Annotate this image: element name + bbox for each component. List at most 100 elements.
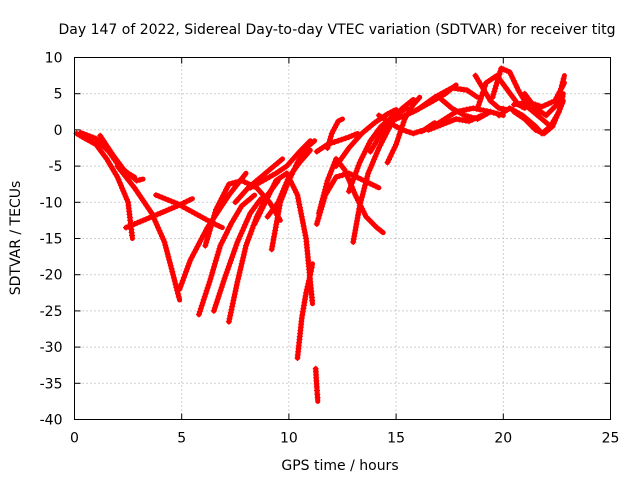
data-point-marker [206, 227, 213, 234]
data-point-marker [188, 254, 195, 261]
data-point-marker [299, 216, 306, 223]
data-point-marker [235, 272, 242, 279]
y-tick-label: -10 [40, 195, 63, 211]
data-point-marker [294, 192, 301, 199]
data-point-marker [231, 291, 238, 298]
data-point-marker [322, 183, 329, 190]
data-point-marker [169, 268, 176, 275]
data-point-marker [553, 101, 560, 108]
data-point-marker [211, 263, 217, 270]
data-point-marker [351, 230, 358, 237]
data-point-marker [513, 84, 520, 91]
data-point-marker [300, 223, 307, 230]
data-point-marker [277, 199, 284, 206]
data-point-marker [171, 278, 178, 284]
data-point-marker [291, 186, 298, 193]
data-point-marker [143, 216, 149, 223]
data-point-marker [225, 226, 232, 233]
data-point-marker [362, 182, 369, 189]
data-point-marker [263, 196, 270, 203]
y-tick-label: -5 [49, 159, 63, 175]
data-point-marker [413, 129, 420, 136]
data-point-marker [232, 288, 239, 295]
data-point-marker [308, 268, 315, 275]
data-point-marker [246, 234, 253, 241]
data-point-marker [403, 128, 410, 135]
data-point-marker [273, 221, 280, 228]
data-point-marker [226, 315, 233, 322]
data-point-marker [492, 85, 499, 92]
data-point-marker [218, 284, 225, 291]
data-point-marker [359, 194, 365, 200]
data-point-marker [240, 224, 247, 231]
data-point-marker [238, 260, 245, 267]
data-point-marker [296, 204, 303, 211]
data-point-marker [306, 274, 313, 281]
data-point-marker [374, 147, 381, 154]
data-point-marker [293, 189, 300, 196]
data-point-marker [301, 226, 308, 233]
data-point-marker [332, 124, 338, 131]
data-point-marker [320, 192, 327, 199]
data-point-marker [164, 251, 171, 257]
data-point-marker [86, 133, 93, 140]
data-point-marker [498, 65, 505, 72]
series-group [73, 65, 567, 404]
data-point-marker [185, 263, 192, 269]
data-point-marker [220, 278, 227, 285]
data-point-marker [298, 210, 305, 217]
data-point-marker [156, 193, 162, 200]
data-point-marker [150, 213, 156, 220]
data-point-marker [341, 166, 348, 173]
data-point-marker [233, 242, 240, 249]
data-point-marker [276, 205, 283, 212]
data-point-marker [474, 105, 481, 112]
data-point-marker [246, 213, 252, 220]
data-point-marker [205, 230, 212, 237]
series-line [114, 163, 183, 303]
data-point-marker [559, 100, 566, 107]
series-line [511, 98, 566, 136]
data-point-marker [156, 227, 163, 234]
data-point-marker [489, 94, 496, 101]
data-point-marker [271, 233, 277, 240]
data-point-marker [361, 211, 368, 218]
x-tick-label: 0 [70, 431, 79, 447]
data-point-marker [179, 277, 186, 284]
data-point-marker [298, 213, 305, 220]
data-point-marker [230, 251, 237, 258]
data-point-marker [197, 305, 204, 312]
data-point-marker [176, 286, 183, 293]
data-point-marker [136, 176, 143, 183]
series-arc-13 [247, 138, 313, 191]
data-point-marker [262, 199, 269, 206]
data-point-marker [511, 78, 517, 84]
data-point-marker [496, 71, 503, 78]
data-point-marker [363, 176, 370, 183]
data-point-marker [244, 216, 251, 222]
data-point-marker [356, 202, 363, 209]
series-arc-18 [312, 365, 321, 404]
data-point-marker [219, 281, 226, 288]
data-point-marker [327, 136, 334, 143]
data-point-marker [168, 198, 175, 205]
data-point-marker [325, 142, 332, 149]
data-point-marker [123, 224, 129, 231]
data-point-marker [377, 142, 384, 149]
data-point-marker [201, 293, 208, 300]
data-point-marker [345, 134, 352, 141]
data-point-marker [364, 173, 371, 180]
series-arc-15 [251, 170, 316, 307]
data-point-marker [466, 118, 472, 125]
data-point-marker [257, 210, 263, 217]
data-point-marker [260, 177, 267, 184]
data-point-marker [255, 212, 262, 219]
data-point-marker [452, 107, 459, 113]
data-point-marker [398, 113, 405, 120]
data-point-marker [366, 167, 373, 174]
data-point-marker [207, 275, 214, 282]
data-point-marker [342, 135, 349, 142]
data-point-marker [163, 245, 170, 251]
data-point-marker [240, 254, 247, 261]
data-point-marker [400, 119, 407, 126]
